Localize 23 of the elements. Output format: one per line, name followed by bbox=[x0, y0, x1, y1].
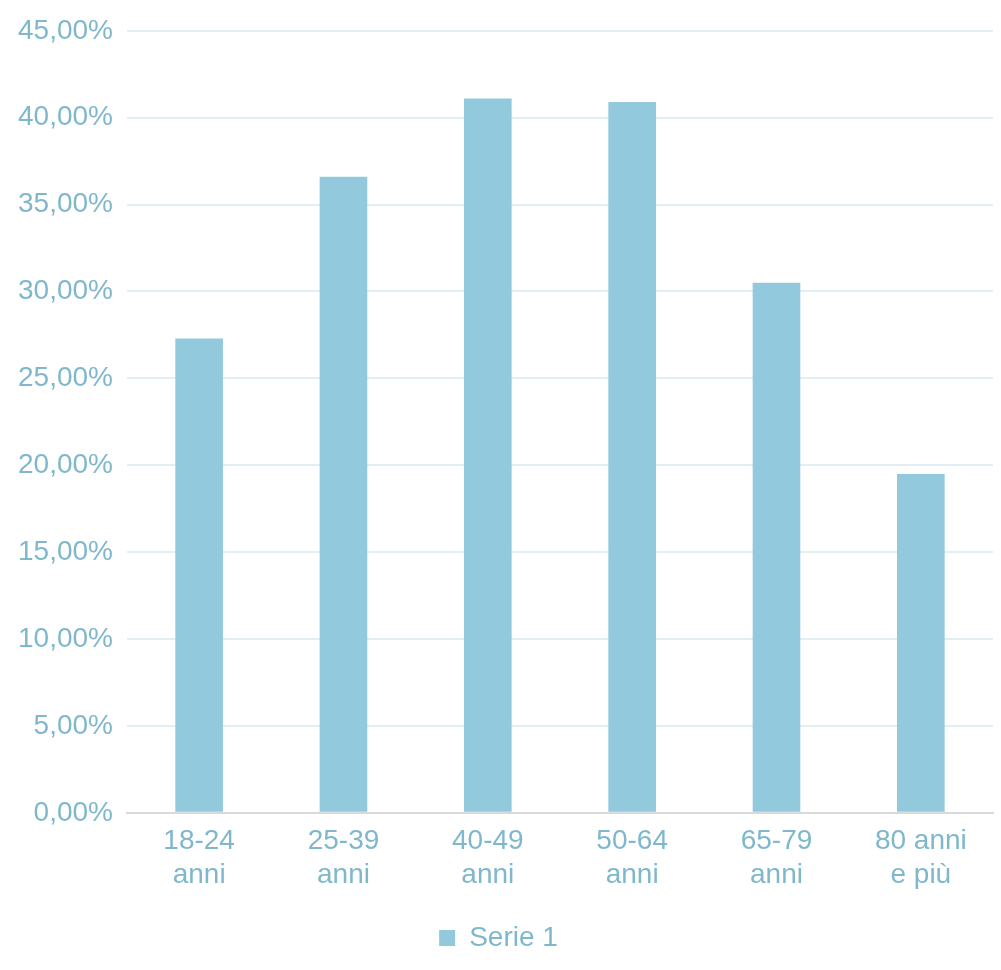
x-tick-label: 50-64 anni bbox=[596, 824, 668, 889]
x-tick-label: 80 anni e più bbox=[874, 824, 967, 889]
bar bbox=[319, 176, 368, 812]
bar bbox=[897, 473, 945, 812]
bar bbox=[175, 338, 223, 812]
y-tick-label: 45,00% bbox=[18, 13, 113, 45]
bar bbox=[752, 282, 801, 812]
y-tick-label: 10,00% bbox=[18, 621, 113, 653]
bar bbox=[464, 98, 512, 812]
y-tick-label: 0,00% bbox=[33, 795, 113, 827]
y-tick-label: 40,00% bbox=[18, 100, 113, 132]
legend-label: Serie 1 bbox=[469, 920, 558, 952]
x-tick-label: 18-24 anni bbox=[163, 824, 235, 889]
y-tick-label: 30,00% bbox=[18, 274, 113, 306]
x-tick-label: 25-39 anni bbox=[307, 824, 380, 889]
y-tick-label: 15,00% bbox=[18, 534, 113, 566]
y-tick-label: 35,00% bbox=[18, 187, 113, 219]
x-tick-label: 65-79 anni bbox=[740, 824, 813, 889]
y-tick-label: 5,00% bbox=[33, 708, 113, 740]
y-tick-label: 20,00% bbox=[18, 447, 113, 479]
bar bbox=[608, 102, 656, 812]
x-tick-label: 40-49 anni bbox=[452, 824, 524, 889]
y-tick-label: 25,00% bbox=[18, 361, 113, 393]
